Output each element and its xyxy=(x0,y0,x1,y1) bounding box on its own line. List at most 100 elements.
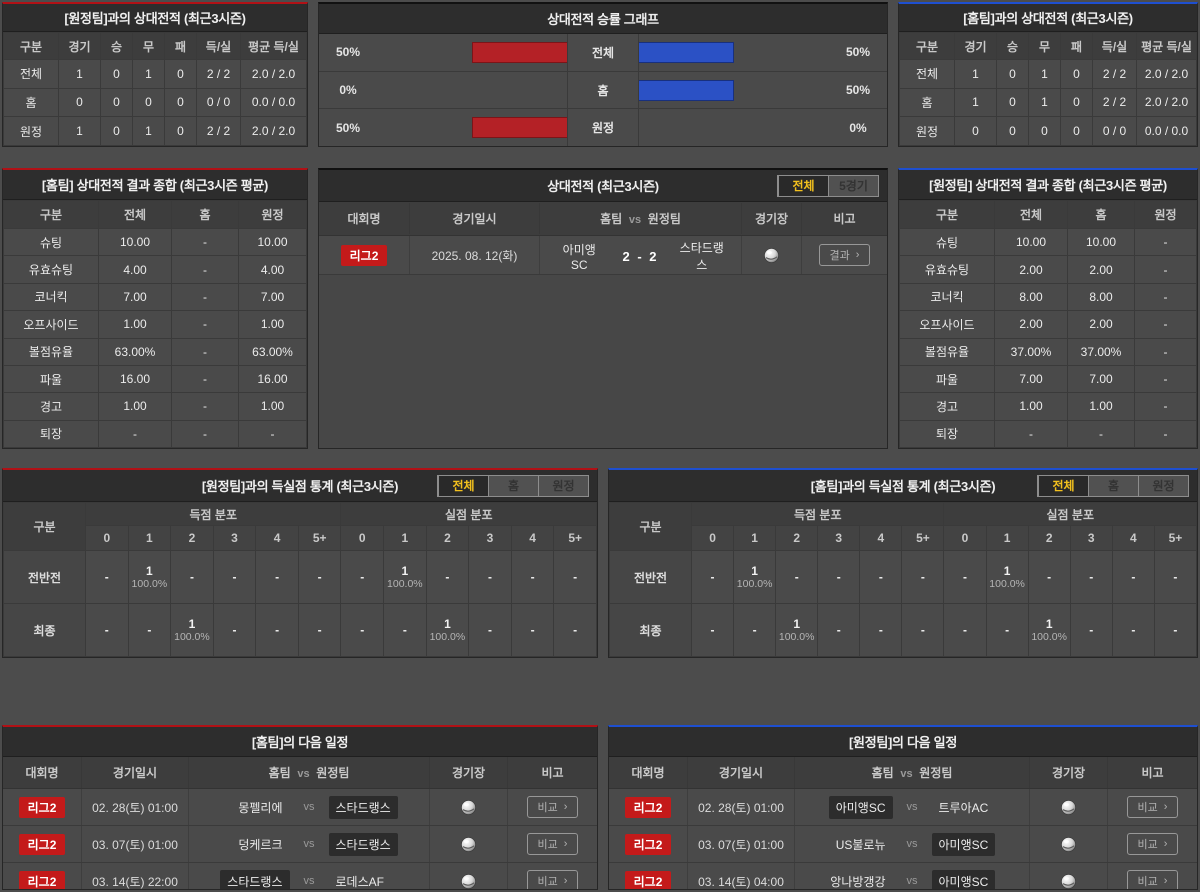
goal-dist-cell: - xyxy=(943,550,987,604)
score-count-header: 3 xyxy=(212,525,257,551)
left-bar-track xyxy=(377,34,567,71)
table-cell: 0 xyxy=(1060,87,1093,118)
table-cell: 1.00 xyxy=(98,310,172,339)
filter-tab[interactable]: 원정 xyxy=(538,475,588,496)
soccer-ball-icon[interactable] xyxy=(460,836,477,853)
compare-button[interactable]: 비교 › xyxy=(1126,796,1179,818)
scored-group-header: 득점 분포 xyxy=(690,502,945,526)
summary-home-table: 구분 전체 홈 원정 슈팅 10.00-10.00 유효슈팅 4.00-4.00 코너킥 7.0… xyxy=(3,200,307,448)
goal-dist-cell: 1 100.0% xyxy=(127,550,172,604)
table-cell: - xyxy=(171,364,239,394)
soccer-ball-icon[interactable] xyxy=(460,873,477,890)
filter-tab[interactable]: 5경기 xyxy=(828,175,878,196)
soccer-ball-icon[interactable] xyxy=(460,799,477,816)
soccer-ball-icon[interactable] xyxy=(1060,836,1077,853)
filter-tab[interactable]: 전체 xyxy=(778,175,828,196)
column-header-stadium: 경기장 xyxy=(741,203,801,234)
panel-h2h-vs-away: [원정팀]과의 상대전적 (최근3시즌) 구분 경기 승 무 패 득/실 평균 득/실 전체… xyxy=(2,2,308,147)
matches-list: 리그2 2025. 08. 12(화) 아미앵SC 2 - 2 스타드랭스 결과… xyxy=(319,236,887,275)
column-header: 승 xyxy=(100,32,133,60)
score-count-header: 5+ xyxy=(1153,525,1197,551)
table-row: 전체 1 0 1 0 2 / 2 2.0 / 2.0 xyxy=(3,59,307,89)
table-row: 최종 - -1 100.0% - - - - -1 100.0% - - - xyxy=(609,603,1197,657)
table-row: 파울 16.00-16.00 xyxy=(3,364,307,394)
table-cell: 오프사이드 xyxy=(899,310,995,339)
table-cell: 7.00 xyxy=(98,282,172,312)
table-row: 볼점유율 63.00% -63.00% xyxy=(3,337,307,366)
table-cell: 0 xyxy=(954,116,997,146)
score-count-header: 5+ xyxy=(901,525,945,551)
column-header: 전체 xyxy=(98,200,172,229)
soccer-ball-icon[interactable] xyxy=(1060,873,1077,890)
result-button[interactable]: 결과 › xyxy=(818,244,871,266)
table-cell: 1.00 xyxy=(238,392,307,421)
compare-button[interactable]: 비교 › xyxy=(1126,870,1179,889)
table-cell: - xyxy=(171,282,239,312)
table-cell: 0 xyxy=(996,59,1029,89)
match-teams: 몽펠리에 vs 스타드랭스 xyxy=(188,789,429,825)
note-cell: 비교 › xyxy=(507,789,597,825)
table-cell: 0.0 / 0.0 xyxy=(1136,116,1197,146)
table-cell: 37.00% xyxy=(1067,337,1135,366)
away-team: 스타드랭스 xyxy=(679,241,724,272)
table-row: 경고 1.00-1.00 xyxy=(3,392,307,421)
table-cell: 0 xyxy=(164,59,197,89)
table-cell: 1 xyxy=(132,59,165,89)
column-header-stadium: 경기장 xyxy=(429,757,507,788)
goal-dist-cell: - xyxy=(901,603,945,657)
column-header: 구분 xyxy=(899,32,955,60)
matches-header-row: 대회명 경기일시 홈팀 vs 원정팀 경기장 비고 xyxy=(319,202,887,236)
note-cell: 결과 › xyxy=(801,236,887,274)
league-cell: 리그2 xyxy=(3,789,81,825)
filter-tab[interactable]: 홈 xyxy=(1088,475,1138,496)
vs-label: vs xyxy=(906,875,918,887)
goals-vs-away-table: 구분 득점 분포 실점 분포 0 1 2 3 4 5+ 0 1 2 3 4 5+ 전반전 -1 100.… xyxy=(3,502,597,657)
filter-tab[interactable]: 홈 xyxy=(488,475,538,496)
compare-button[interactable]: 비교 › xyxy=(526,796,579,818)
goal-dist-cell: 1 100.0% xyxy=(383,550,427,604)
right-percent-label: 0% xyxy=(849,120,867,135)
table-cell: 7.00 xyxy=(238,282,307,312)
red-winrate-bar xyxy=(472,117,567,139)
goal-dist-cell: - xyxy=(510,550,555,604)
group-header-row: 구분 득점 분포 실점 분포 xyxy=(3,502,597,551)
compare-button[interactable]: 비교 › xyxy=(526,870,579,889)
column-header: 홈 xyxy=(1067,200,1135,229)
table-cell: 8.00 xyxy=(1067,282,1135,312)
panel-summary-home: [홈팀] 상대전적 결과 종합 (최근3시즌 평균) 구분 전체 홈 원정 슈팅 10.… xyxy=(2,168,308,449)
filter-tab[interactable]: 원정 xyxy=(1138,475,1188,496)
filter-tab[interactable]: 전체 xyxy=(1038,475,1088,496)
panel-schedule-away: [원정팀]의 다음 일정 대회명 경기일시 홈팀 vs 원정팀 경기장 비고 리… xyxy=(608,725,1198,890)
table-cell: 2 / 2 xyxy=(196,116,241,146)
table-cell: - xyxy=(1134,255,1197,284)
goal-dist-cell: - xyxy=(985,603,1029,657)
table-cell: - xyxy=(1134,364,1197,394)
compare-button[interactable]: 비교 › xyxy=(526,833,579,855)
goal-dist-cell: - xyxy=(297,550,342,604)
score-count-header: 1 xyxy=(985,525,1029,551)
stadium-cell xyxy=(429,863,507,890)
goal-dist-cell: - xyxy=(1153,550,1197,604)
goal-dist-cell: - xyxy=(690,550,735,604)
table-cell: 경고 xyxy=(899,392,995,421)
goal-dist-cell: - xyxy=(1111,603,1155,657)
filter-tab[interactable]: 전체 xyxy=(438,475,488,496)
schedule-row: 리그2 02. 28(토) 01:00 몽펠리에 vs 스타드랭스 비교 › xyxy=(3,789,597,826)
match-teams: 앙나방갱강 vs 아미앵SC xyxy=(794,863,1029,889)
panel-title: 상대전적 (최근3시즌) xyxy=(547,179,659,194)
table-cell: - xyxy=(1067,419,1135,448)
league-cell: 리그2 xyxy=(3,826,81,862)
goals-vs-home-table: 구분 득점 분포 실점 분포 0 1 2 3 4 5+ 0 1 2 3 4 5+ 전반전 -1 100.… xyxy=(609,502,1197,657)
table-cell: 1 xyxy=(954,87,997,118)
table-cell: 2 / 2 xyxy=(196,59,241,89)
soccer-ball-icon[interactable] xyxy=(763,247,780,264)
conceded-group-header: 실점 분포 xyxy=(943,502,1197,526)
panel-title: 상대전적 승률 그래프 xyxy=(547,12,659,27)
schedule-list: 리그2 02. 28(토) 01:00 몽펠리에 vs 스타드랭스 비교 › xyxy=(3,789,597,890)
vs-label: vs xyxy=(906,801,918,813)
soccer-ball-icon[interactable] xyxy=(1060,799,1077,816)
compare-button[interactable]: 비교 › xyxy=(1126,833,1179,855)
score-count-header: 1 xyxy=(127,525,172,551)
table-cell: 0 xyxy=(164,116,197,146)
